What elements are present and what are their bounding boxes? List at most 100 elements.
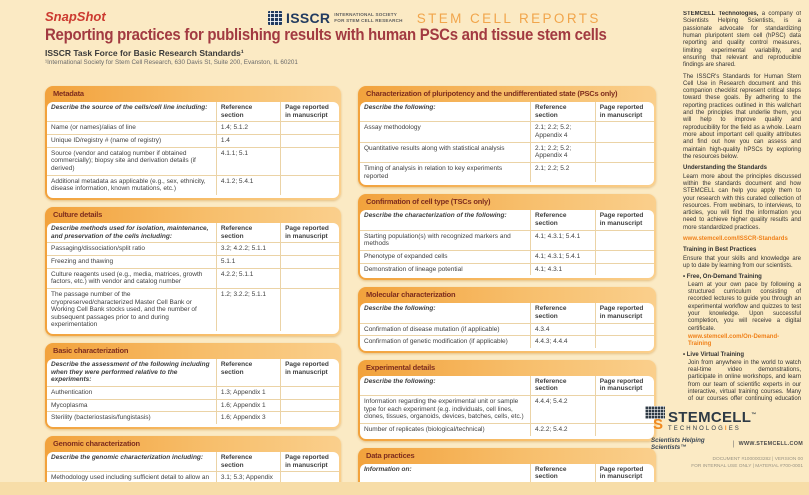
- table-row: Quantitative results along with statisti…: [360, 142, 654, 163]
- stemcell-logo-icon: S: [645, 406, 665, 433]
- section-title: Culture details: [53, 209, 103, 219]
- standards-paragraph: The ISSCR's Standards for Human Stem Cel…: [683, 73, 801, 160]
- technologies-wordmark: TECHNOLOGIES: [668, 426, 741, 432]
- link-on-demand-training[interactable]: www.stemcell.com/On-Demand-Training: [688, 333, 780, 348]
- row-page-reported-blank: [280, 242, 339, 256]
- section-title: Experimental details: [366, 362, 435, 372]
- journal-title: STEM CELL REPORTS: [416, 10, 601, 26]
- isscr-logo: ISSCR INTERNATIONAL SOCIETY FOR STEM CEL…: [268, 10, 403, 26]
- section: Culture details Describe methods used fo…: [45, 206, 341, 337]
- column-header-reference-section: Reference section: [530, 102, 596, 123]
- isscr-tagline: INTERNATIONAL SOCIETY FOR STEM CELL RESE…: [334, 12, 403, 23]
- row-page-reported-blank: [280, 268, 339, 289]
- section: Molecular characterization Describe the …: [358, 287, 656, 353]
- row-reference-section: 2.1; 2.2; 5.2: [530, 162, 596, 183]
- row-reference-section: 4.1; 4.3.1: [530, 263, 596, 276]
- heading-training: Training in Best Practices: [683, 247, 757, 254]
- page-header: SnapShot Reporting practices for publish…: [45, 9, 685, 66]
- middle-column: Characterization of pluripotency and the…: [358, 86, 656, 495]
- row-page-reported-blank: [280, 386, 339, 400]
- row-item: The passage number of the cryopreserved/…: [51, 290, 197, 329]
- section: Confirmation of cell type (TSCs only) De…: [358, 194, 656, 281]
- table-prompt: Describe the genomic characterization in…: [47, 452, 217, 473]
- column-header-reference-section: Reference section: [530, 463, 596, 485]
- table-row: Number of replicates (biological/technic…: [360, 423, 654, 436]
- table-header-row: Information on: Reference section Page r…: [360, 463, 654, 485]
- heading-understanding-standards: Understanding the Standards: [683, 165, 768, 172]
- grid-icon: [645, 406, 665, 419]
- bullet-text: Learn at your own pace by following a st…: [688, 281, 801, 332]
- row-reference-section: 4.2.2; 5.4.2: [530, 423, 596, 436]
- isscr-logo-icon: [268, 11, 282, 25]
- section-table: Describe the source of the cells/cell li…: [47, 102, 339, 195]
- table-row: The passage number of the cryopreserved/…: [47, 288, 339, 332]
- link-isscr-standards[interactable]: www.stemcell.com/ISSCR-Standards: [683, 236, 788, 243]
- table-row: Timing of analysis in relation to key ex…: [360, 162, 654, 183]
- table-row: Phenotype of expanded cells 4.1; 4.3.1; 5…: [360, 250, 654, 264]
- table-prompt: Describe methods used for isolation, mai…: [47, 222, 217, 244]
- fineprint-line1: DOCUMENT #1000003282 | VERSION 00: [712, 457, 803, 462]
- masthead: ISSCR INTERNATIONAL SOCIETY FOR STEM CEL…: [268, 10, 601, 26]
- orange-s-icon: S: [652, 416, 663, 433]
- table-row: Demonstration of lineage potential 4.1; 4…: [360, 263, 654, 276]
- table-prompt: Describe the source of the cells/cell li…: [47, 102, 217, 123]
- row-item: Mycoplasma: [47, 399, 217, 413]
- row-item: Number of replicates (biological/technic…: [364, 426, 485, 434]
- row-page-reported-blank: [280, 175, 339, 195]
- column-header-page-reported: Page reported in manuscript: [280, 452, 339, 473]
- column-header-reference-section: Reference section: [530, 375, 596, 397]
- section-card: Describe the assessment of the following…: [47, 359, 339, 428]
- section-title: Confirmation of cell type (TSCs only): [366, 197, 491, 207]
- row-reference-section: 1.3; Appendix 1: [215, 386, 281, 400]
- row-page-reported-blank: [280, 121, 339, 135]
- column-header-page-reported: Page reported in manuscript: [594, 375, 654, 397]
- tagline: Scientists Helping Scientists™: [651, 437, 705, 451]
- bullet-title: • Free, On-Demand Training: [683, 274, 762, 281]
- table-row: Culture reagents used (e.g., media, matr…: [47, 268, 339, 289]
- row-reference-section: 1.2; 3.2.2; 5.1.1: [215, 288, 281, 332]
- table-header-row: Describe the following: Reference sectio…: [360, 102, 654, 123]
- row-item: Information regarding the experimental u…: [360, 395, 531, 425]
- row-reference-section: 1.6; Appendix 3: [215, 411, 281, 425]
- section-card: Describe the source of the cells/cell li…: [47, 102, 339, 198]
- row-reference-section: 1.4: [215, 134, 281, 148]
- section-card: Describe the following: Reference sectio…: [360, 102, 654, 186]
- column-header-reference-section: Reference section: [215, 222, 281, 244]
- bullet-title: • Live Virtual Training: [683, 352, 745, 359]
- section: Experimental details Describe the follow…: [358, 359, 656, 441]
- row-item: Freezing and thawing: [47, 255, 217, 269]
- column-header-reference-section: Reference section: [530, 303, 596, 324]
- row-page-reported-blank: [594, 142, 654, 163]
- row-item: Culture reagents used (e.g., media, matr…: [47, 268, 217, 289]
- section-title: Data practices: [366, 450, 415, 460]
- section: Basic characterization Describe the asse…: [45, 343, 341, 430]
- row-reference-section: 4.4.3; 4.4.4: [530, 335, 596, 348]
- row-page-reported-blank: [594, 230, 654, 251]
- row-item: Unique ID/registry # (name of registry): [47, 134, 217, 148]
- training-paragraph: Ensure that your skills and knowledge ar…: [683, 255, 801, 269]
- table-prompt: Describe the characterization of the fol…: [360, 210, 531, 231]
- affiliation-footnote: ¹International Society for Stem Cell Res…: [45, 59, 298, 66]
- divider: |: [732, 440, 735, 448]
- intro-paragraph: STEMCELL Technologies, a company of Scie…: [683, 11, 801, 69]
- row-reference-section: 4.2.2; 5.1.1: [215, 268, 281, 289]
- table-header-row: Describe the assessment of the following…: [47, 359, 339, 388]
- table-row: Confirmation of disease mutation (if app…: [360, 323, 654, 337]
- footer-band: [0, 482, 809, 495]
- table-header-row: Describe methods used for isolation, mai…: [47, 222, 339, 244]
- row-reference-section: 1.4; 5.1.2: [215, 121, 281, 135]
- table-row: Name (or names)/alias of line 1.4; 5.1.2: [47, 121, 339, 135]
- row-item: Source (vendor and catalog number if obt…: [47, 147, 217, 176]
- row-item: Sterility (bacteriostasis/fungistasis): [51, 414, 151, 422]
- column-header-page-reported: Page reported in manuscript: [594, 303, 654, 324]
- section-title: Characterization of pluripotency and the…: [366, 89, 618, 98]
- table-row: Starting population(s) with recognized m…: [360, 230, 654, 251]
- stemcell-logo-block: S STEMCELL™ TECHNOLOGIES Scientists Help…: [645, 406, 803, 471]
- website-url[interactable]: WWW.STEMCELL.COM: [738, 441, 803, 447]
- row-reference-section: 4.1; 4.3.1; 5.4.1: [530, 250, 596, 264]
- section-title: Molecular characterization: [366, 290, 456, 300]
- bullet-text: Join from anywhere in the world to watch…: [688, 359, 801, 403]
- table-header-row: Describe the following: Reference sectio…: [360, 303, 654, 324]
- table-prompt: Information on:: [360, 463, 531, 485]
